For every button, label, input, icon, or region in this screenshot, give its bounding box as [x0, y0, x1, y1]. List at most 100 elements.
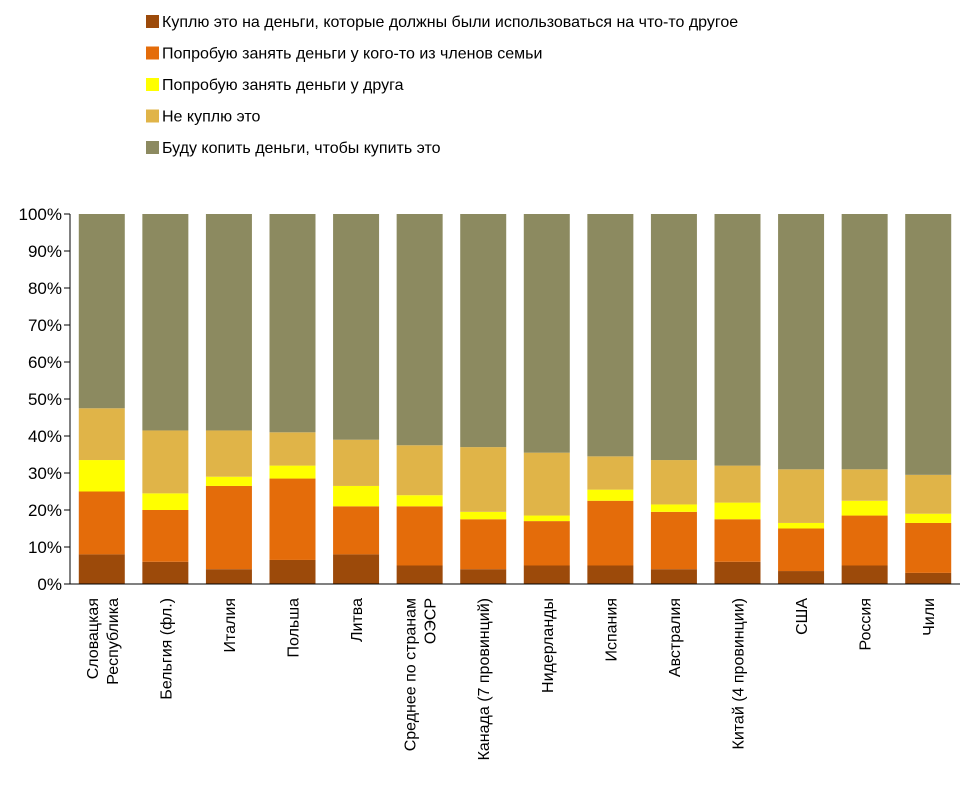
bar-segment — [142, 561, 189, 584]
bar-segment — [650, 460, 697, 505]
x-category-label: Среднее по странам — [403, 598, 420, 751]
bar-segment — [587, 500, 634, 566]
y-tick-label: 0% — [37, 575, 62, 594]
bar-segment — [587, 489, 634, 501]
bar-segment — [333, 214, 380, 440]
x-category-label: Чили — [921, 598, 938, 636]
x-category-label: Италия — [222, 598, 239, 652]
bar-segment — [333, 439, 380, 486]
bar-segment — [269, 478, 316, 560]
bar-segment — [142, 430, 189, 494]
y-tick-label: 50% — [28, 390, 62, 409]
bar-segment — [396, 445, 443, 496]
legend-swatch — [146, 15, 159, 28]
x-category-label: Нидерланды — [540, 598, 557, 693]
bar-segment — [78, 554, 125, 584]
bar-segment — [778, 528, 825, 572]
legend-swatch — [146, 46, 159, 60]
x-category-label: Бельгия (фл.) — [158, 598, 175, 700]
bar-segment — [650, 214, 697, 461]
bar-segment — [778, 571, 825, 584]
legend-label: Не куплю это — [162, 109, 260, 126]
bar-segment — [714, 561, 761, 584]
bar-segment — [841, 515, 888, 566]
bar-segment — [205, 485, 252, 570]
y-tick-label: 40% — [28, 427, 62, 446]
bar-segment — [205, 476, 252, 486]
bar-segment — [587, 214, 634, 457]
bar-segment — [905, 572, 952, 584]
bar-segment — [269, 432, 316, 466]
x-category-label: Словацкая — [85, 598, 102, 679]
bar-segment — [460, 447, 507, 512]
legend-label: Буду копить деньги, чтобы купить это — [162, 140, 441, 157]
y-tick-label: 30% — [28, 464, 62, 483]
bar-segment — [333, 485, 380, 507]
x-category-label: Литва — [349, 598, 366, 642]
bar-segment — [205, 569, 252, 584]
legend-label: Куплю это на деньги, которые должны были… — [162, 14, 738, 31]
bar-segment — [650, 569, 697, 584]
bar-segment — [460, 569, 507, 584]
bar-segment — [523, 515, 570, 522]
bar-segment — [714, 214, 761, 466]
x-category-label: ОЭСР — [423, 598, 440, 644]
bar-segment — [333, 506, 380, 555]
bar-segment — [905, 214, 952, 475]
bar-segment — [460, 519, 507, 570]
bar-segment — [841, 214, 888, 470]
bar-segment — [396, 214, 443, 446]
bar-segment — [714, 502, 761, 520]
y-tick-label: 60% — [28, 353, 62, 372]
bar-segment — [523, 521, 570, 566]
bar-segment — [269, 465, 316, 479]
y-tick-label: 70% — [28, 316, 62, 335]
bar-segment — [778, 214, 825, 470]
bar-segment — [523, 565, 570, 584]
bar-segment — [205, 214, 252, 431]
bar-segment — [905, 522, 952, 573]
bar-segment — [650, 504, 697, 512]
bar-segment — [650, 511, 697, 570]
bar-segment — [905, 474, 952, 514]
bar-segment — [778, 522, 825, 529]
x-category-label: Испания — [603, 598, 620, 662]
bar-segment — [714, 465, 761, 503]
legend-swatch — [146, 141, 159, 154]
bar-segment — [269, 559, 316, 584]
x-category-label: Канада (7 провинций) — [476, 598, 493, 760]
bar-segment — [841, 500, 888, 516]
bar-segment — [142, 510, 189, 562]
legend-label: Попробую занять деньги у кого-то из член… — [162, 46, 542, 63]
bar-segment — [396, 506, 443, 566]
bar-segment — [841, 565, 888, 584]
bar-segment — [714, 519, 761, 562]
y-tick-label: 90% — [28, 242, 62, 261]
x-category-label: США — [794, 598, 811, 635]
x-category-label: Россия — [858, 598, 875, 650]
x-category-label: Китай (4 провинции) — [731, 598, 748, 749]
bar-segment — [778, 469, 825, 523]
bar-segment — [396, 495, 443, 507]
x-category-label: Республика — [105, 598, 122, 685]
legend-swatch — [146, 78, 159, 91]
bar-segment — [905, 513, 952, 523]
x-category-label: Австралия — [667, 598, 684, 677]
bar-segment — [460, 511, 507, 520]
bar-segment — [78, 214, 125, 409]
bar-segment — [78, 491, 125, 555]
y-tick-label: 80% — [28, 279, 62, 298]
bar-segment — [333, 554, 380, 584]
bar-segment — [78, 460, 125, 492]
y-tick-label: 100% — [19, 205, 62, 224]
bar-segment — [142, 493, 189, 510]
bar-segment — [523, 214, 570, 453]
bar-segment — [841, 469, 888, 501]
bar-segment — [396, 565, 443, 584]
bar-segment — [269, 214, 316, 433]
bar-segment — [78, 408, 125, 461]
bar-segment — [587, 456, 634, 490]
y-tick-label: 10% — [28, 538, 62, 557]
